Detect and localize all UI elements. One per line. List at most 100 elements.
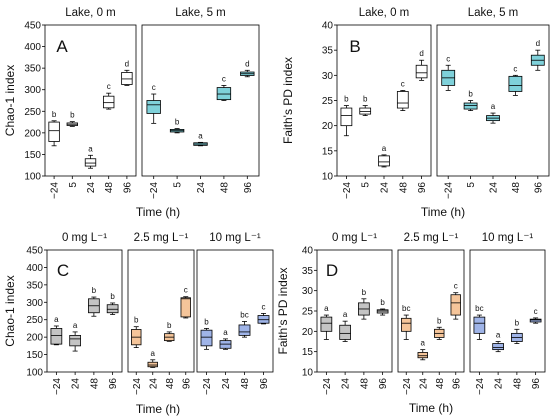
box: c <box>180 286 191 319</box>
box-body <box>106 304 119 314</box>
x-tick-label: 5 <box>173 182 184 188</box>
box: c <box>257 302 270 325</box>
significance-letter: c <box>454 282 458 291</box>
y-tick-label: 450 <box>24 21 41 32</box>
significance-letter: a <box>382 144 387 153</box>
box-body <box>508 75 523 92</box>
box: b <box>106 292 119 315</box>
y-tick-label: 20 <box>302 327 314 338</box>
significance-letter: c <box>513 64 517 73</box>
box: a <box>69 321 81 352</box>
significance-letter: b <box>52 110 57 119</box>
box: a <box>147 349 158 368</box>
significance-letter: b <box>92 286 97 295</box>
box: bc <box>401 304 412 340</box>
significance-letter: a <box>73 321 78 330</box>
subplot: 2.5 mg L⁻¹ −24 bc 24 a 48 b 96 c <box>397 232 465 395</box>
x-tick-label: 24 <box>489 182 500 194</box>
box: a <box>492 331 504 353</box>
x-tick-label: 48 <box>104 182 115 194</box>
x-tick-label: 24 <box>380 182 391 194</box>
subplot-frame <box>397 249 465 373</box>
panel-letter: B <box>349 37 360 56</box>
x-tick-label: 24 <box>148 378 159 390</box>
subplot-title: Lake, 0 m <box>359 7 410 19</box>
x-tick-label: −24 <box>149 182 160 199</box>
subplot: 10 mg L⁻¹ −24 b 24 a 48 bc 96 c <box>196 232 274 395</box>
significance-letter: c <box>184 286 188 295</box>
y-axis-label: Chao-1 index <box>3 275 17 346</box>
box-body <box>417 352 428 359</box>
significance-letter: c <box>446 54 450 63</box>
y-tick-label: 30 <box>322 71 334 82</box>
significance-letter: a <box>324 304 329 313</box>
significance-letter: a <box>496 331 501 340</box>
box: a <box>84 144 97 169</box>
x-axis-label: Time (h) <box>136 402 180 416</box>
subplot-title: Lake, 5 m <box>175 7 226 19</box>
box-body <box>146 100 161 114</box>
subplot: Lake, 5 m −24 c 5 b 24 a 48 c 96 d <box>436 7 550 199</box>
y-tick-label: 200 <box>26 333 43 344</box>
box: a <box>378 144 390 168</box>
y-tick-label: 35 <box>302 266 314 277</box>
y-tick-label: 10 <box>302 368 314 379</box>
box-body <box>492 343 504 351</box>
box-body <box>121 72 133 85</box>
box: d <box>530 39 545 71</box>
x-tick-label: 96 <box>378 378 389 390</box>
x-axis-label: Time (h) <box>409 401 453 415</box>
x-tick-label: 96 <box>531 378 542 390</box>
y-tick-label: 400 <box>24 42 41 53</box>
box: b <box>434 316 445 340</box>
x-axis-label: Time (h) <box>136 205 180 219</box>
panel-letter: C <box>57 261 69 280</box>
significance-letter: b <box>380 298 385 307</box>
y-tick-label: 300 <box>26 298 43 309</box>
subplot: Lake, 0 m −24 b 5 b 24 a 48 c 96 d <box>336 7 432 199</box>
box: b <box>359 95 372 116</box>
x-tick-label: 48 <box>240 378 251 390</box>
subplot-frame <box>46 249 123 373</box>
box: bc <box>238 310 251 338</box>
box: c <box>103 82 115 110</box>
box: a <box>320 304 333 340</box>
x-tick-label: 24 <box>494 378 505 390</box>
x-tick-label: 96 <box>259 378 270 390</box>
box: d <box>121 59 133 86</box>
x-tick-label: −24 <box>132 378 143 395</box>
subplot-title: 0 mg L⁻¹ <box>62 232 107 244</box>
y-tick-label: 35 <box>322 46 334 57</box>
significance-letter: b <box>204 317 209 326</box>
significance-letter: a <box>343 310 348 319</box>
y-tick-label: 350 <box>26 280 43 291</box>
box-body <box>84 158 97 167</box>
significance-letter: a <box>54 315 59 324</box>
significance-letter: b <box>134 316 139 325</box>
y-tick-label: 400 <box>26 263 43 274</box>
box: b <box>200 317 213 350</box>
significance-letter: c <box>534 307 538 316</box>
box-body <box>339 324 351 340</box>
box-body <box>378 155 390 167</box>
significance-letter: b <box>70 111 75 120</box>
significance-letter: c <box>152 83 156 92</box>
y-tick-label: 15 <box>322 146 334 157</box>
x-tick-label: −24 <box>402 378 413 395</box>
x-tick-label: 48 <box>165 378 176 390</box>
significance-letter: b <box>363 95 368 104</box>
box-body <box>180 297 191 318</box>
x-tick-label: 24 <box>341 378 352 390</box>
panel-a: 100 150 200 250 300 350 400 450 Chao-1 index Time… <box>3 7 260 219</box>
x-tick-label: −24 <box>50 182 61 199</box>
x-tick-label: 48 <box>89 378 100 390</box>
significance-letter: c <box>222 74 226 83</box>
box-body <box>396 91 409 109</box>
box: d <box>240 59 255 78</box>
subplot: 0 mg L⁻¹ −24 a 24 a 48 b 96 b <box>46 232 123 395</box>
x-tick-label: 24 <box>71 378 82 390</box>
significance-letter: bc <box>240 310 248 319</box>
y-tick-label: 100 <box>26 368 43 379</box>
